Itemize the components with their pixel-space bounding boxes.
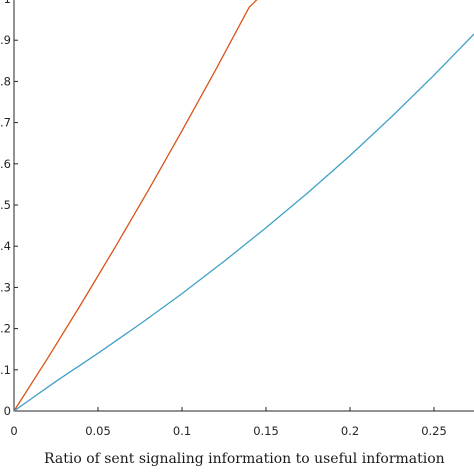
x-axis-title: Ratio of sent signaling information to u… <box>44 451 445 467</box>
series-line-2 <box>13 33 474 412</box>
y-tick-label: 0.2 <box>0 322 11 336</box>
y-axis: 0 0.1 0.2 0.3 0.4 0.5 0.6 0.7 0.8 0.9 1 <box>0 0 18 418</box>
y-tick-label: 0.8 <box>0 74 11 88</box>
y-tick-label: 0.3 <box>0 280 11 294</box>
x-tick-label: 0.1 <box>173 424 191 438</box>
x-tick-label: 0 <box>10 424 17 438</box>
y-tick-label: 0.6 <box>0 157 11 171</box>
y-tick-label: 1 <box>4 0 11 6</box>
y-tick-label: 0.1 <box>0 363 11 377</box>
x-tick-label: 0.05 <box>85 424 111 438</box>
x-tick-label: 0.25 <box>421 424 447 438</box>
y-tick-label: 0.7 <box>0 116 11 130</box>
x-tick-label: 0.15 <box>253 424 279 438</box>
series-layer <box>13 0 474 412</box>
y-tick-label: 0 <box>4 404 11 418</box>
plot-area <box>13 0 474 412</box>
y-tick-label: 0.9 <box>0 33 11 47</box>
y-tick-label: 0.4 <box>0 239 11 253</box>
x-axis: 0 0.05 0.1 0.15 0.2 0.25 <box>10 407 447 438</box>
y-tick-label: 0.5 <box>0 198 11 212</box>
x-tick-label: 0.2 <box>341 424 359 438</box>
series-line-1 <box>13 0 258 412</box>
